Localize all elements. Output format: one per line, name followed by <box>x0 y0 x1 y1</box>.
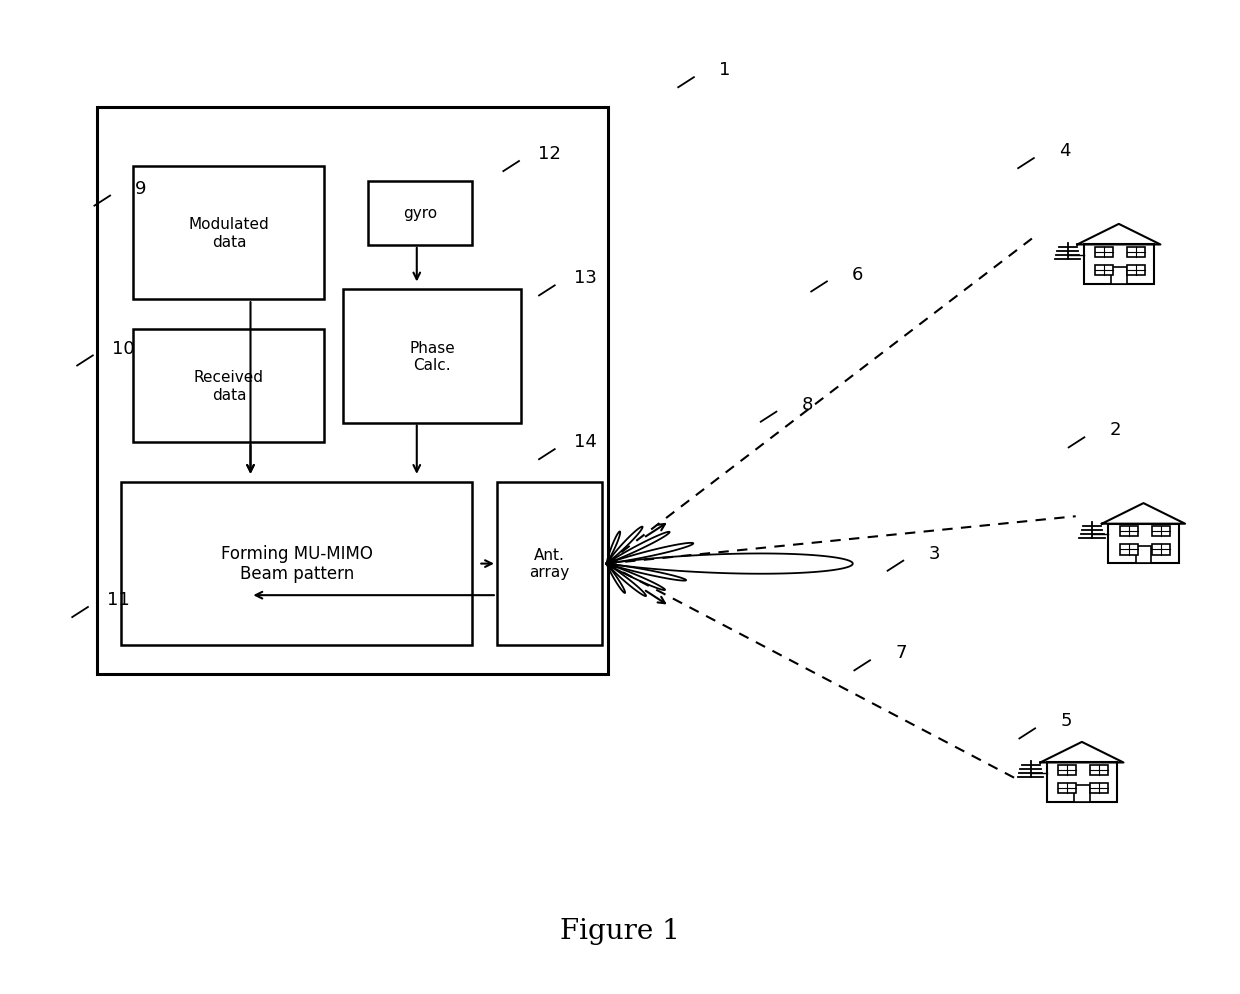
Bar <box>1127 248 1145 257</box>
Bar <box>1058 764 1076 775</box>
Bar <box>1084 246 1154 284</box>
Bar <box>367 182 472 246</box>
Bar <box>343 290 522 423</box>
Text: Received
data: Received data <box>193 370 264 403</box>
Bar <box>1095 265 1114 276</box>
Bar <box>97 107 608 674</box>
Bar <box>1136 547 1151 564</box>
Bar <box>134 167 325 300</box>
Bar <box>122 482 472 645</box>
Bar <box>1127 265 1145 276</box>
Text: 8: 8 <box>801 396 813 414</box>
Bar <box>1120 526 1137 537</box>
Text: 13: 13 <box>574 269 596 287</box>
Text: Phase
Calc.: Phase Calc. <box>409 340 455 373</box>
Text: 9: 9 <box>135 180 146 198</box>
Text: 11: 11 <box>108 590 130 608</box>
Text: 14: 14 <box>574 432 596 451</box>
Text: Figure 1: Figure 1 <box>560 917 680 944</box>
Bar <box>1109 524 1179 564</box>
Text: gyro: gyro <box>403 206 436 221</box>
Bar <box>1090 783 1109 793</box>
Text: 12: 12 <box>538 145 562 163</box>
Text: Ant.
array: Ant. array <box>529 548 569 580</box>
Bar <box>1095 248 1114 257</box>
Bar <box>1074 785 1090 802</box>
Text: 2: 2 <box>1110 421 1121 439</box>
Text: 6: 6 <box>852 265 863 283</box>
Text: 7: 7 <box>895 644 906 662</box>
Bar <box>134 329 325 442</box>
Text: Modulated
data: Modulated data <box>188 217 269 249</box>
Text: 10: 10 <box>113 339 135 357</box>
Text: Forming MU-MIMO
Beam pattern: Forming MU-MIMO Beam pattern <box>221 544 373 582</box>
Text: 4: 4 <box>1059 142 1070 160</box>
Text: 1: 1 <box>719 62 730 80</box>
Bar <box>497 482 601 645</box>
Text: 5: 5 <box>1060 712 1071 730</box>
Bar <box>1152 526 1169 537</box>
Bar <box>1111 267 1126 284</box>
Bar <box>1090 764 1109 775</box>
Bar <box>1047 762 1117 802</box>
Bar <box>1120 545 1137 555</box>
Bar <box>1058 783 1076 793</box>
Bar <box>1152 545 1169 555</box>
Text: 3: 3 <box>929 544 940 563</box>
